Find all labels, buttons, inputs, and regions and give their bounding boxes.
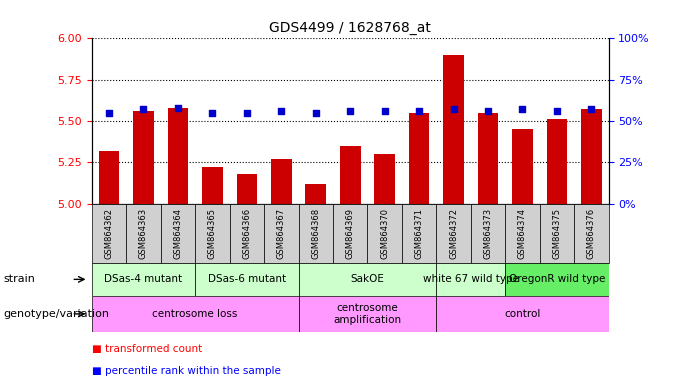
Text: OregonR wild type: OregonR wild type [509, 274, 605, 285]
Bar [195, 263, 299, 296]
Text: GSM864366: GSM864366 [242, 208, 252, 259]
Text: ■ percentile rank within the sample: ■ percentile rank within the sample [92, 366, 281, 376]
Text: GSM864362: GSM864362 [105, 208, 114, 259]
Text: control: control [505, 309, 541, 319]
Text: white 67 wild type: white 67 wild type [423, 274, 519, 285]
Text: centrosome
amplification: centrosome amplification [333, 303, 401, 325]
Bar [264, 204, 299, 263]
Bar [581, 109, 602, 204]
Text: GSM864374: GSM864374 [518, 208, 527, 259]
Point [448, 106, 459, 113]
Point [586, 106, 597, 113]
Text: GSM864363: GSM864363 [139, 208, 148, 259]
Text: DSas-4 mutant: DSas-4 mutant [105, 274, 182, 285]
Point [241, 109, 252, 116]
Bar [409, 113, 430, 204]
Bar [305, 184, 326, 204]
Bar [437, 204, 471, 263]
Point [483, 108, 494, 114]
Bar [374, 154, 395, 204]
Bar [547, 119, 567, 204]
Text: ■ transformed count: ■ transformed count [92, 344, 202, 354]
Point [517, 106, 528, 113]
Bar [471, 204, 505, 263]
Title: GDS4499 / 1628768_at: GDS4499 / 1628768_at [269, 21, 431, 35]
Bar [160, 204, 195, 263]
Text: GSM864365: GSM864365 [208, 208, 217, 259]
Text: GSM864372: GSM864372 [449, 208, 458, 259]
Point [103, 109, 114, 116]
Bar [512, 129, 533, 204]
Bar [230, 204, 264, 263]
Point [207, 109, 218, 116]
Text: GSM864364: GSM864364 [173, 208, 182, 259]
Point [173, 105, 184, 111]
Bar [402, 204, 437, 263]
Point [276, 108, 287, 114]
Text: centrosome loss: centrosome loss [152, 309, 238, 319]
Point [379, 108, 390, 114]
Bar [167, 108, 188, 204]
Bar [333, 204, 367, 263]
Bar [271, 159, 292, 204]
Bar [367, 204, 402, 263]
Text: GSM864367: GSM864367 [277, 208, 286, 259]
Point [551, 108, 562, 114]
Text: GSM864373: GSM864373 [483, 208, 492, 259]
Point [345, 108, 356, 114]
Text: GSM864376: GSM864376 [587, 208, 596, 259]
Bar [299, 263, 437, 296]
Point [138, 106, 149, 113]
Bar [505, 263, 609, 296]
Text: GSM864371: GSM864371 [415, 208, 424, 259]
Text: GSM864369: GSM864369 [345, 208, 355, 259]
Bar [237, 174, 257, 204]
Bar [437, 296, 609, 332]
Bar [126, 204, 160, 263]
Bar [92, 204, 126, 263]
Text: GSM864375: GSM864375 [552, 208, 562, 259]
Text: GSM864368: GSM864368 [311, 208, 320, 259]
Bar [540, 204, 574, 263]
Bar [92, 263, 195, 296]
Bar [99, 151, 120, 204]
Bar [574, 204, 609, 263]
Bar [133, 111, 154, 204]
Text: SakOE: SakOE [350, 274, 384, 285]
Bar [477, 113, 498, 204]
Bar [202, 167, 223, 204]
Bar [437, 263, 505, 296]
Point [413, 108, 424, 114]
Bar [340, 146, 360, 204]
Text: strain: strain [3, 274, 35, 285]
Bar [195, 204, 230, 263]
Text: genotype/variation: genotype/variation [3, 309, 109, 319]
Bar [505, 204, 540, 263]
Text: DSas-6 mutant: DSas-6 mutant [208, 274, 286, 285]
Bar [299, 296, 437, 332]
Bar [443, 55, 464, 204]
Bar [299, 204, 333, 263]
Text: GSM864370: GSM864370 [380, 208, 389, 259]
Point [310, 109, 321, 116]
Bar [92, 296, 299, 332]
